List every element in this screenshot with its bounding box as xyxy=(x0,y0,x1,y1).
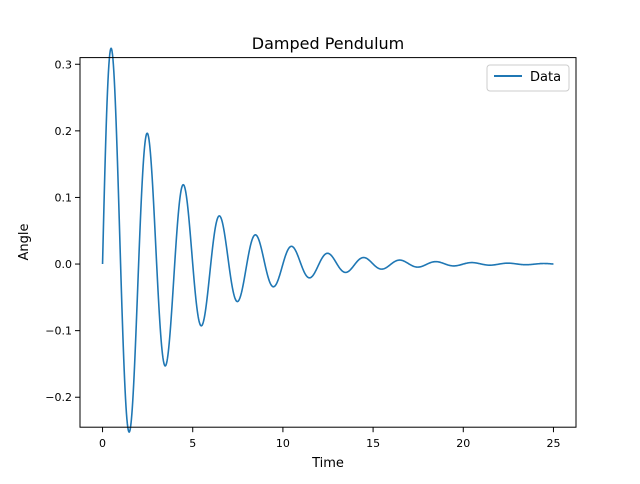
y-tick-label: 0.3 xyxy=(55,58,73,71)
plot-area xyxy=(101,47,554,433)
x-tick-label: 25 xyxy=(546,437,560,450)
x-tick-label: 5 xyxy=(189,437,196,450)
x-tick-label: 0 xyxy=(99,437,106,450)
y-tick-label: −0.1 xyxy=(45,325,72,338)
axes-frame xyxy=(79,57,577,428)
legend-box xyxy=(486,64,570,92)
y-tick-label: −0.2 xyxy=(45,391,72,404)
y-axis: −0.2 −0.1 0.0 0.1 0.2 0.3 xyxy=(45,58,80,404)
series-line-data xyxy=(101,47,554,433)
y-tick-label: 0.0 xyxy=(55,258,73,271)
x-tick-label: 10 xyxy=(276,437,290,450)
y-tick-label: 0.2 xyxy=(55,125,73,138)
x-tick-label: 20 xyxy=(456,437,470,450)
legend: Data xyxy=(486,64,570,92)
x-axis: 0 5 10 15 20 25 xyxy=(99,427,560,450)
y-tick-label: 0.1 xyxy=(55,191,73,204)
x-tick-label: 15 xyxy=(366,437,380,450)
legend-label-data: Data xyxy=(530,70,561,85)
chart-title: Damped Pendulum xyxy=(252,34,404,53)
x-axis-label: Time xyxy=(311,456,344,471)
y-axis-label: Angle xyxy=(17,224,32,261)
